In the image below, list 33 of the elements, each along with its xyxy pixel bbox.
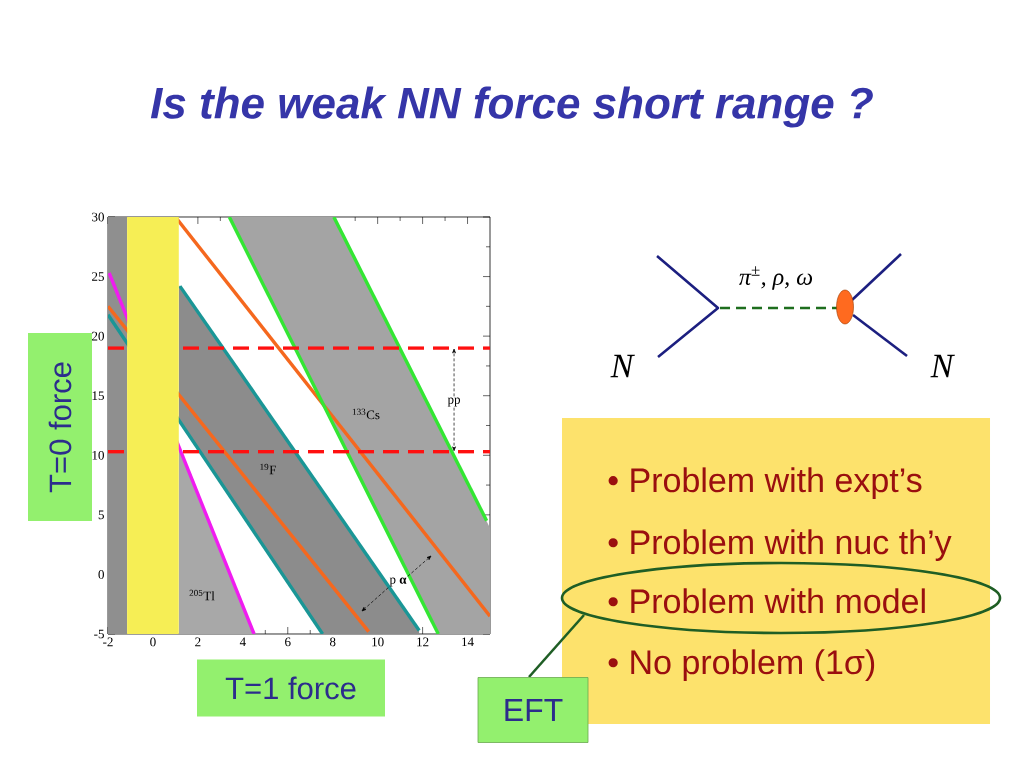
- text: EFT: [505, 699, 563, 722]
- y-tick-label: 0: [98, 570, 104, 579]
- chart-title: Is the weak NN force short range ?: [150, 86, 873, 128]
- x-tick-label: 2: [195, 637, 201, 647]
- annotation: $^{133}$Cs: [352, 408, 380, 420]
- y-axis-title: T=0 force: [48, 362, 72, 493]
- y-tick-label: 10: [92, 450, 104, 460]
- x-tick-label: 8: [329, 637, 336, 647]
- y-tick-label: 5: [98, 510, 104, 520]
- text: N: [930, 354, 955, 378]
- text: • Problem with nuc th’y: [608, 529, 952, 562]
- text: • Problem with expt’s: [608, 467, 922, 500]
- y-tick-label: 15: [92, 391, 104, 401]
- y-tick-label: 25: [92, 272, 104, 281]
- x-tick-label: 10: [372, 637, 384, 647]
- x-tick-label: 6: [285, 637, 291, 647]
- x-axis-title: T=1 force: [225, 676, 356, 700]
- text: N: [610, 354, 635, 378]
- x-tick-label: 14: [462, 637, 474, 647]
- annotation: pp: [447, 397, 461, 407]
- text: π$^{±}$, ρ, ω: [739, 266, 813, 290]
- annotation: p α: [389, 577, 407, 587]
- x-tick-label: 0: [150, 637, 156, 647]
- x-tick-label: 4: [239, 637, 246, 647]
- y-tick-label: 30: [92, 212, 104, 222]
- annotation: $^{19}$F: [260, 463, 276, 475]
- text: • No problem (1σ): [608, 649, 875, 682]
- x-tick-label: 12: [417, 637, 429, 647]
- text: • Problem with model: [608, 588, 925, 614]
- annotation: $^{205}$Tl: [189, 589, 215, 601]
- y-tick-label: -5: [94, 629, 104, 639]
- x-tick-label: -2: [103, 637, 113, 647]
- y-tick-label: 20: [92, 331, 104, 341]
